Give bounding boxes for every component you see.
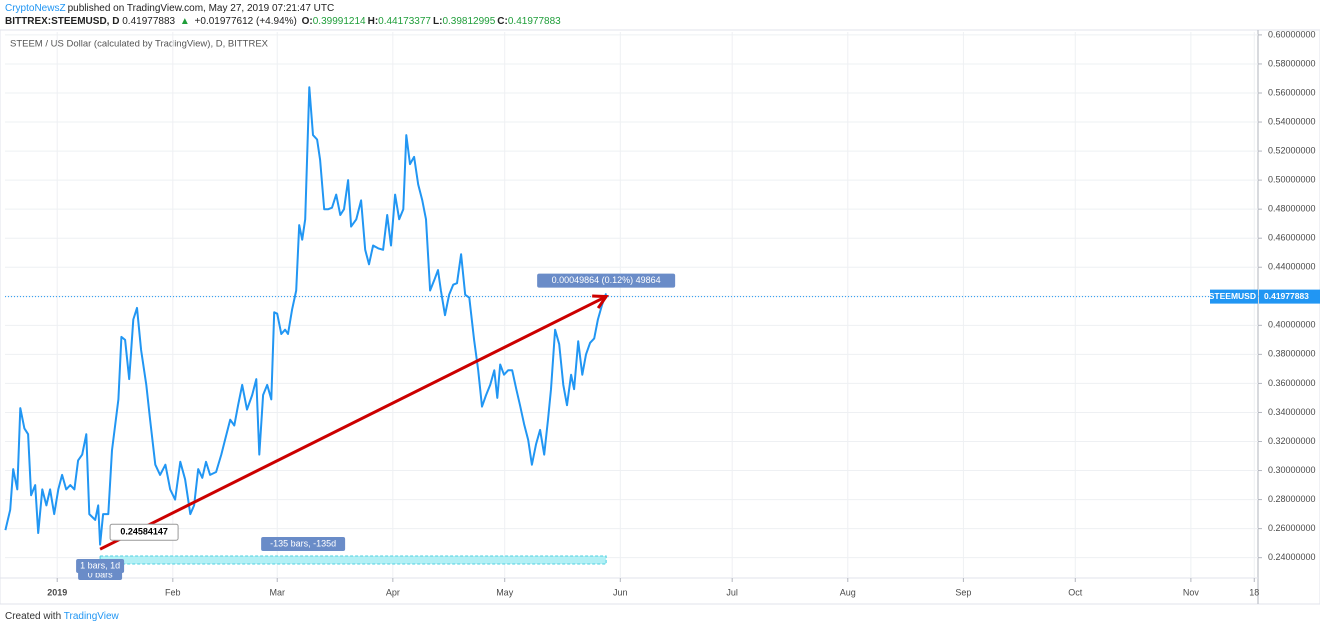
x-tick-label: 18 <box>1249 587 1259 597</box>
ohlc-value: 0.41977883 <box>507 16 561 27</box>
ohlc: O:0.39991214 H:0.44173377 L:0.39812995 C:0.… <box>302 16 563 27</box>
measure-label: 0.00049864 (0.12%) 49864 <box>552 275 661 285</box>
created: Created with <box>5 611 62 622</box>
bars-hidden-label: 0 bars <box>88 569 114 579</box>
price-label-box <box>1259 289 1320 304</box>
trend-arrow <box>99 295 607 551</box>
x-tick-label: Jul <box>726 587 738 597</box>
x-tick-label: Mar <box>269 587 285 597</box>
bars-box <box>76 559 125 573</box>
y-tick-label: 0.56000000 <box>1268 87 1316 97</box>
x-tick-label: Apr <box>386 587 400 597</box>
y-tick-label: 0.44000000 <box>1268 262 1316 272</box>
y-tick-label: 0.36000000 <box>1268 378 1316 388</box>
ohlc-key: H: <box>367 16 379 27</box>
measure-box <box>537 273 676 288</box>
y-tick-label: 0.24000000 <box>1268 552 1316 562</box>
y-tick-label: 0.46000000 <box>1268 233 1316 243</box>
date-range <box>99 555 607 565</box>
x-tick-label: Jun <box>613 587 628 597</box>
x-tick-label: 2019 <box>47 587 67 597</box>
header-line: CryptoNewsZ published on TradingView.com,… <box>5 3 336 14</box>
x-tick-label: Sep <box>955 587 971 597</box>
published: published on TradingView.com, May 27, 20… <box>67 3 335 14</box>
y-tick-label: 0.52000000 <box>1268 145 1316 155</box>
y-tick-label: 0.38000000 <box>1268 349 1316 359</box>
y-tick-label: 0.50000000 <box>1268 174 1316 184</box>
author[interactable]: CryptoNewsZ <box>5 3 66 14</box>
y-tick-label: 0.34000000 <box>1268 407 1316 417</box>
y-tick-label: 0.32000000 <box>1268 436 1316 446</box>
x-tick-label: Feb <box>165 587 181 597</box>
ohlc-value: 0.39991214 <box>312 16 366 27</box>
chart-frame <box>0 29 1320 605</box>
series-name: STEEMUSD <box>1209 291 1256 301</box>
chart-title: STEEM / US Dollar (calculated by Trading… <box>10 39 269 50</box>
ohlc-key: C: <box>497 16 508 27</box>
up-arrow: ▲ <box>179 16 190 27</box>
start-label: 0.24584147 <box>120 527 168 537</box>
y-tick-label: 0.48000000 <box>1268 204 1316 214</box>
y-tick-label: 0.58000000 <box>1268 58 1316 68</box>
y-tick-label: 0.54000000 <box>1268 116 1316 126</box>
ohlc-key: L: <box>433 16 443 27</box>
arrow-head <box>592 294 609 309</box>
start-label-box <box>109 523 179 541</box>
price-line <box>4 86 608 546</box>
x-tick-label: May <box>496 587 514 597</box>
ohlc-value: 0.39812995 <box>442 16 496 27</box>
y-tick-label: 0.26000000 <box>1268 523 1316 533</box>
range-label: -135 bars, -135d <box>270 538 336 548</box>
last-price-label: 0.41977883 <box>1264 291 1309 301</box>
ohlc-value: 0.44173377 <box>378 16 431 27</box>
bars-label: 1 bars, 1d <box>80 560 120 570</box>
footer: Created with TradingView <box>5 611 119 622</box>
range-box <box>261 537 346 551</box>
brand[interactable]: TradingView <box>63 611 119 622</box>
y-tick-label: 0.40000000 <box>1268 320 1316 330</box>
y-tick-label: 0.60000000 <box>1268 29 1316 39</box>
y-tick-label: 0.30000000 <box>1268 465 1316 475</box>
ohlc-key: O: <box>301 16 313 27</box>
x-tick-label: Aug <box>840 587 856 597</box>
symbol: BITTREX:STEEMUSD, D <box>5 16 120 27</box>
x-tick-label: Nov <box>1183 587 1200 597</box>
change: +0.01977612 (+4.94%) <box>194 16 297 27</box>
last: 0.41977883 <box>122 16 176 27</box>
y-tick-label: 0.28000000 <box>1268 494 1316 504</box>
quote-line: BITTREX:STEEMUSD, D 0.41977883 ▲ +0.0197… <box>5 16 565 27</box>
x-tick-label: Oct <box>1068 587 1083 597</box>
series-name-box <box>1210 289 1258 304</box>
